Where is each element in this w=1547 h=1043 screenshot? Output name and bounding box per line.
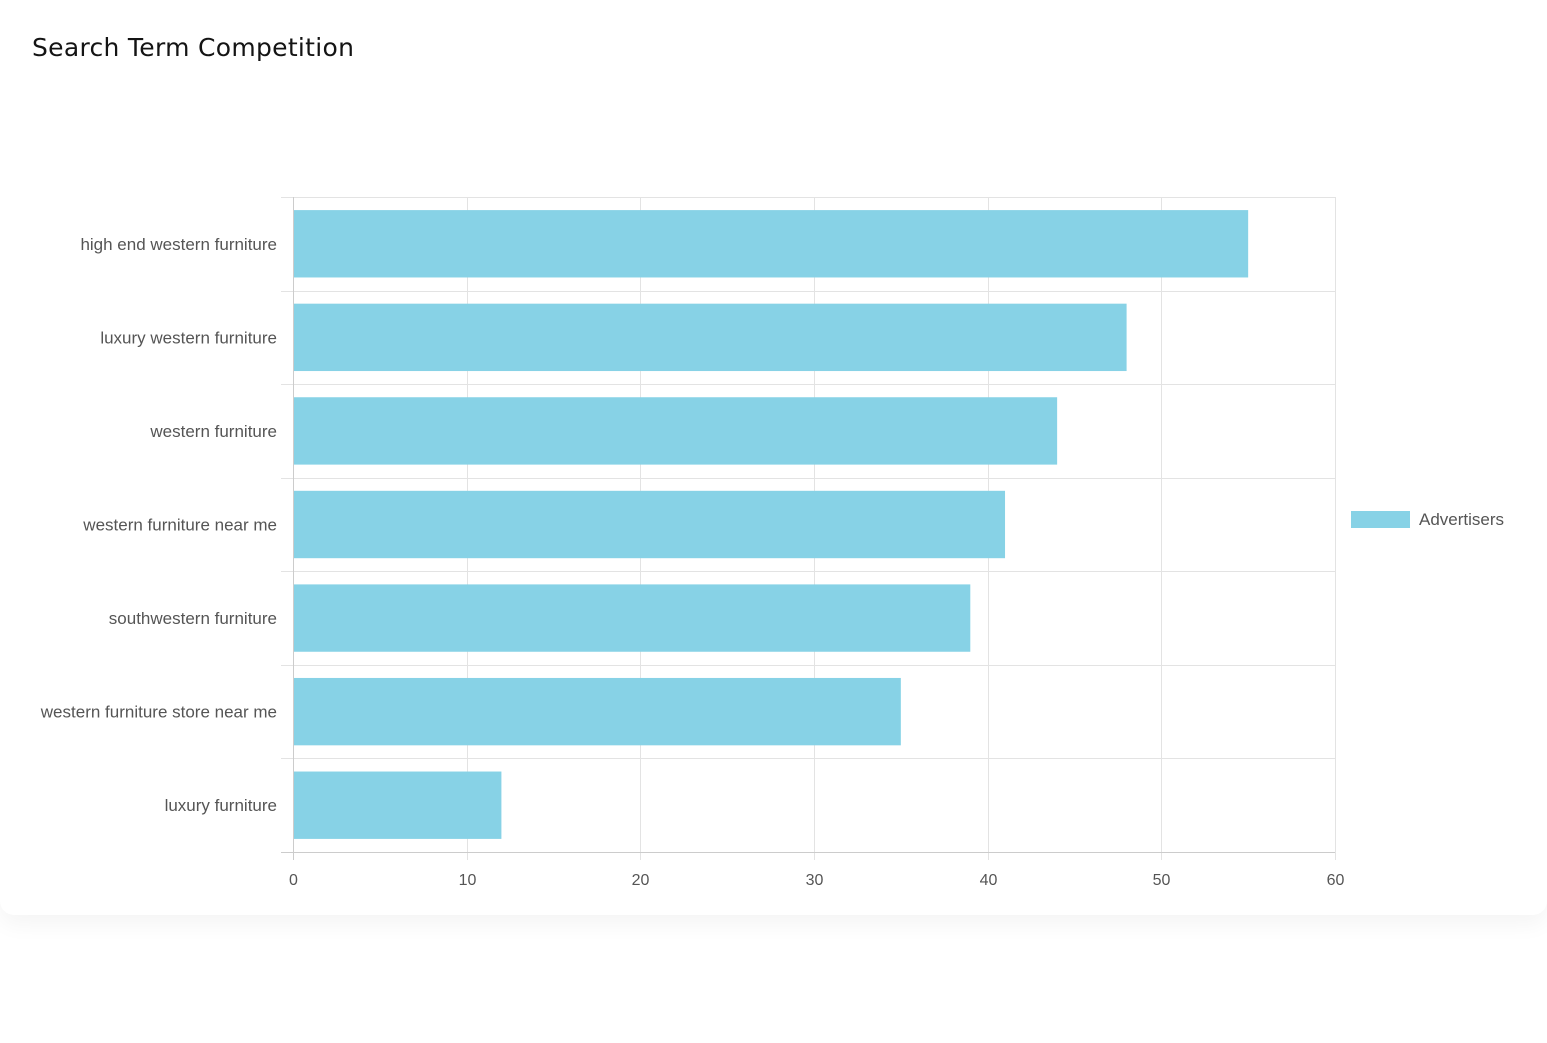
bar[interactable] <box>293 584 971 652</box>
axes <box>281 197 1335 860</box>
legend-swatch[interactable] <box>1351 511 1410 528</box>
bar[interactable] <box>293 210 1249 278</box>
category-label: luxury western furniture <box>100 328 277 347</box>
chart-card: Search Term Competition high end western… <box>32 33 1505 889</box>
tick-labels: 0 10 20 30 40 50 60 <box>289 872 1344 889</box>
legend-label[interactable]: Advertisers <box>1419 510 1504 529</box>
category-label: high end western furniture <box>80 235 277 254</box>
x-tick-label: 40 <box>980 872 998 889</box>
bar[interactable] <box>293 303 1127 372</box>
bar[interactable] <box>293 771 502 839</box>
bar[interactable] <box>293 677 901 746</box>
category-label: western furniture near me <box>82 516 277 535</box>
bar[interactable] <box>293 490 1006 559</box>
x-tick-label: 0 <box>289 872 298 889</box>
bar[interactable] <box>293 397 1058 465</box>
legend[interactable]: Advertisers <box>1351 510 1504 529</box>
category-label: western furniture store near me <box>40 703 277 722</box>
x-tick-label: 10 <box>459 872 477 889</box>
x-tick-label: 20 <box>632 872 650 889</box>
x-tick-label: 30 <box>806 872 824 889</box>
category-label: southwestern furniture <box>109 609 277 628</box>
bar-chart: high end western furniture luxury western… <box>40 197 1504 889</box>
category-labels: high end western furniture luxury western… <box>40 235 277 815</box>
category-label: western furniture <box>149 422 277 441</box>
card-title: Search Term Competition <box>32 33 355 62</box>
bars <box>293 210 1249 839</box>
category-label: luxury furniture <box>165 796 277 815</box>
x-tick-label: 50 <box>1153 872 1171 889</box>
x-tick-label: 60 <box>1327 872 1345 889</box>
